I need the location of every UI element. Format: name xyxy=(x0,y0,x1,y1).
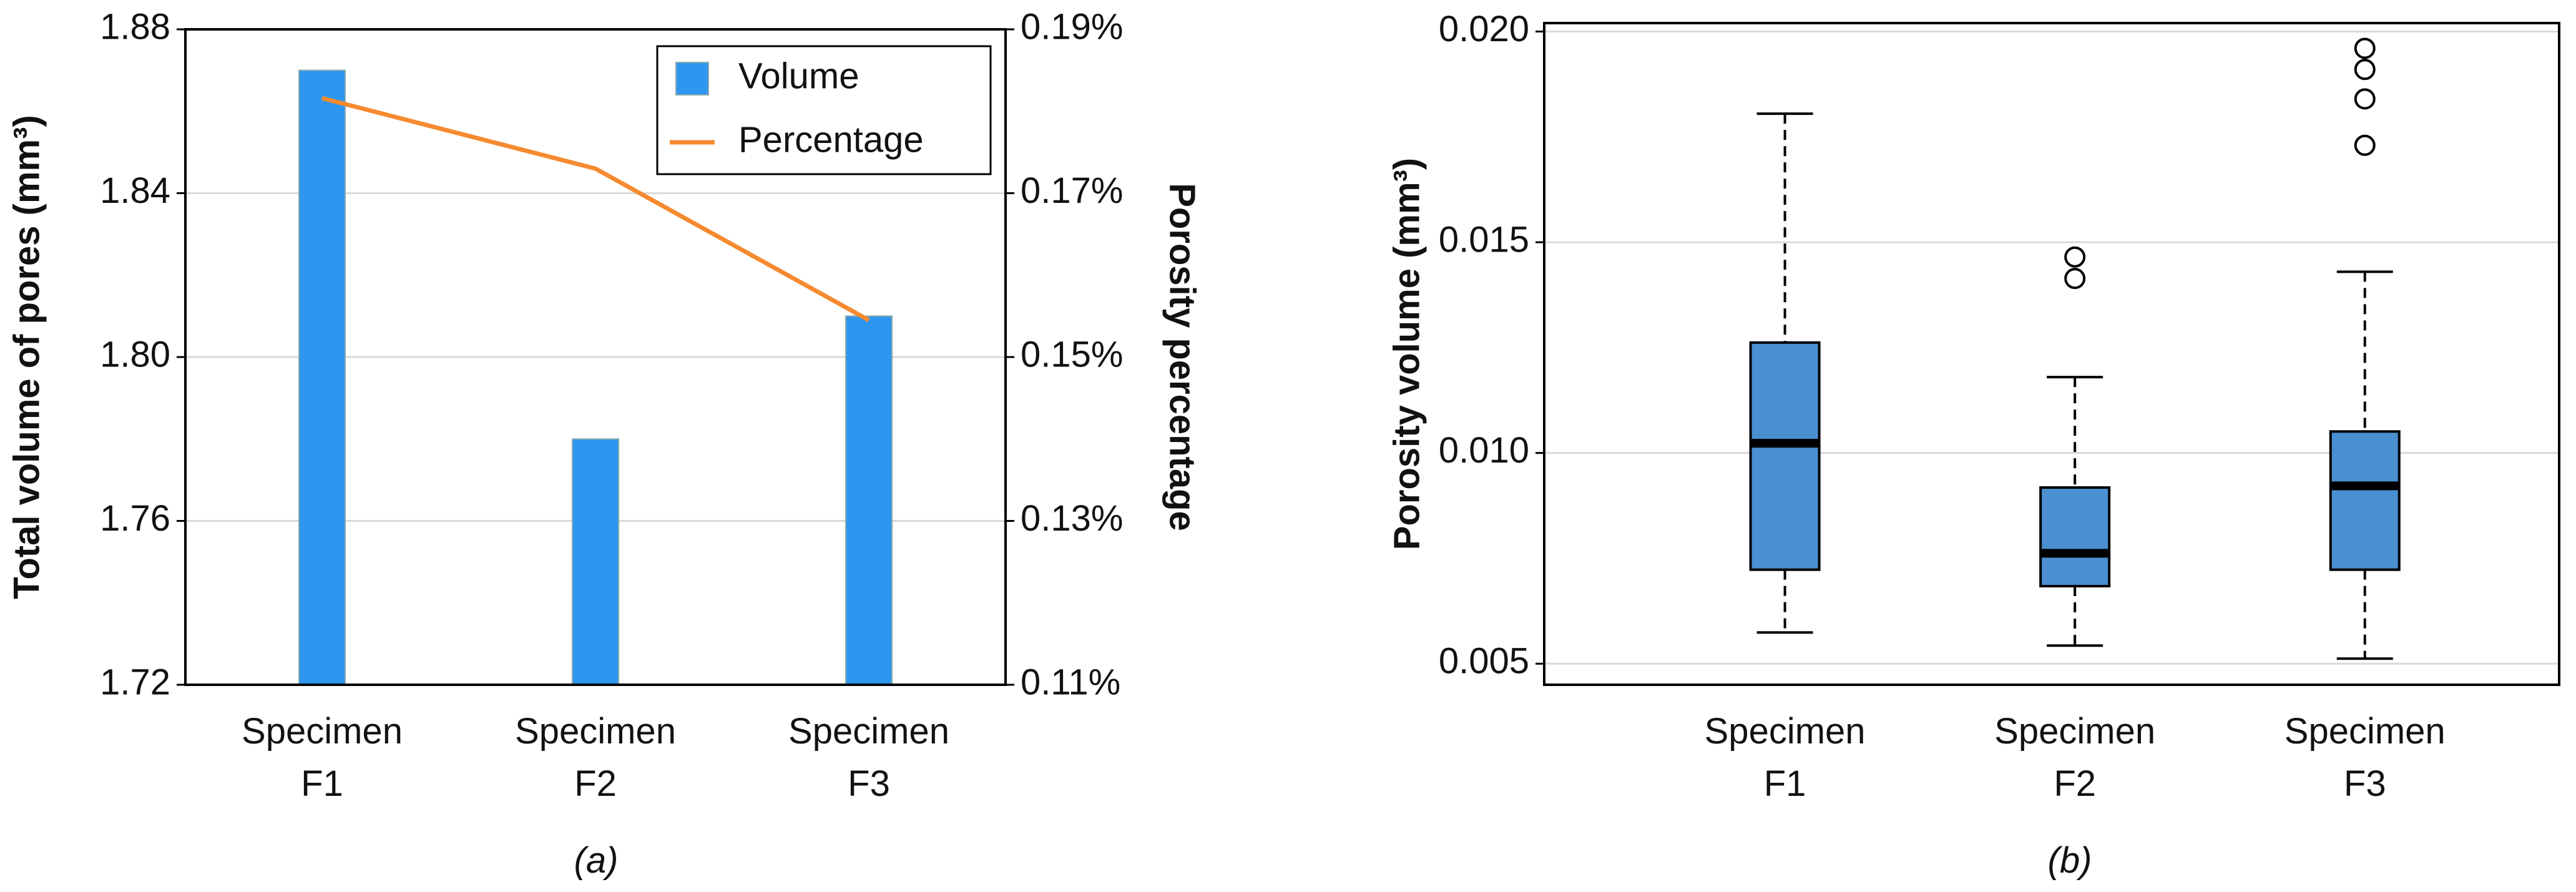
bar xyxy=(298,69,346,685)
caption: (a) xyxy=(574,840,619,881)
x-tick-label: Specimen F1 xyxy=(1704,711,1866,804)
bar xyxy=(572,438,619,685)
y-axis-title: Porosity volume (mm³) xyxy=(1386,158,1427,550)
box xyxy=(2329,430,2401,571)
outlier xyxy=(2354,88,2376,110)
y2-tick-label: 0.15% xyxy=(1021,334,1123,375)
caption: (b) xyxy=(2047,840,2092,881)
y2-axis-title: Porosity percentage xyxy=(1162,183,1203,531)
y-tick-label: 1.72 xyxy=(100,662,170,702)
y-tick-label: 0.015 xyxy=(1439,219,1529,260)
y-tick-label: 0.010 xyxy=(1439,430,1529,471)
box xyxy=(1749,341,1821,571)
outlier xyxy=(2354,134,2376,156)
y-tick-label: 0.005 xyxy=(1439,641,1529,682)
legend-label: Volume xyxy=(738,56,859,96)
y-axis-title: Total volume of pores (mm³) xyxy=(6,115,47,599)
y2-tick-label: 0.19% xyxy=(1021,6,1123,47)
x-tick-label: Specimen F3 xyxy=(2284,711,2446,804)
x-tick-label: Specimen F1 xyxy=(242,711,403,804)
legend-swatch xyxy=(675,62,709,96)
outlier xyxy=(2064,246,2086,268)
y-tick-label: 1.80 xyxy=(100,334,170,375)
legend-label: Percentage xyxy=(738,119,924,160)
box xyxy=(2039,486,2111,588)
y2-tick-label: 0.13% xyxy=(1021,498,1123,539)
y-tick-label: 1.76 xyxy=(100,498,170,539)
bar xyxy=(845,315,893,685)
y-tick-label: 0.020 xyxy=(1439,9,1529,49)
x-tick-label: Specimen F2 xyxy=(515,711,676,804)
outlier xyxy=(2064,268,2086,290)
x-tick-label: Specimen F3 xyxy=(788,711,949,804)
x-tick-label: Specimen F2 xyxy=(1994,711,2156,804)
y-tick-label: 1.88 xyxy=(100,6,170,47)
y2-tick-label: 0.11% xyxy=(1021,662,1120,702)
line-series xyxy=(321,96,870,322)
y2-tick-label: 0.17% xyxy=(1021,170,1123,211)
outlier xyxy=(2354,37,2376,59)
y-tick-label: 1.84 xyxy=(100,170,170,211)
plot-frame xyxy=(184,28,1007,686)
legend-box xyxy=(656,45,992,175)
plot-frame xyxy=(1543,22,2560,686)
outlier xyxy=(2354,59,2376,81)
